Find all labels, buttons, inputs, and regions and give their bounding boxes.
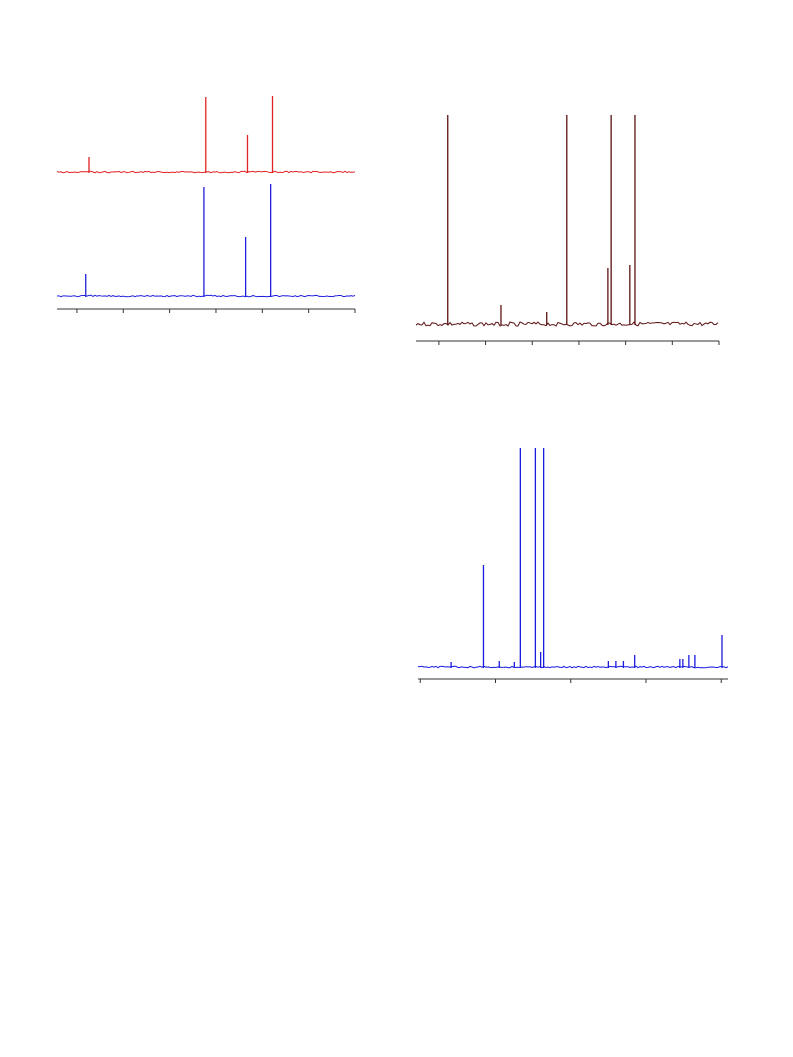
baseline [56, 294, 356, 298]
baseline [417, 665, 729, 669]
